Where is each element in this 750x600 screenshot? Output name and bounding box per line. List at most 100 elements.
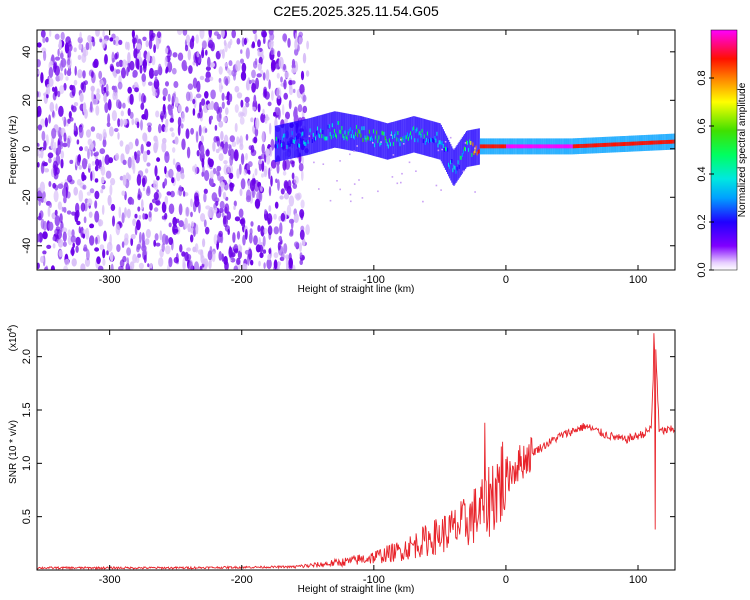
noise-blob xyxy=(167,61,173,73)
signal-halo xyxy=(293,121,295,158)
signal-core xyxy=(294,137,296,142)
signal-core xyxy=(310,134,312,139)
signal-core xyxy=(627,141,629,146)
snr-x-label: Height of straight line (km) xyxy=(298,584,415,595)
signal-core xyxy=(524,144,526,149)
signal-core xyxy=(582,144,584,148)
signal-halo xyxy=(372,119,374,156)
noise-blob xyxy=(254,33,258,43)
scatter-point xyxy=(390,134,392,136)
noise-blob xyxy=(147,263,150,268)
signal-core xyxy=(394,134,396,138)
noise-blob xyxy=(80,82,85,91)
signal-core xyxy=(572,144,574,149)
signal-core xyxy=(475,145,477,150)
noise-blob xyxy=(153,192,159,201)
noise-blob xyxy=(90,150,93,157)
signal-core xyxy=(664,140,666,144)
noise-blob xyxy=(174,136,179,145)
noise-blob xyxy=(186,146,191,159)
signal-core xyxy=(498,144,500,149)
signal-core xyxy=(459,155,461,160)
noise-blob xyxy=(269,122,272,135)
signal-core xyxy=(608,142,610,147)
signal-core xyxy=(487,144,489,149)
signal-core xyxy=(463,146,466,151)
signal-core xyxy=(452,168,454,173)
signal-core xyxy=(336,134,338,139)
noise-blob xyxy=(40,30,46,38)
noise-blob xyxy=(258,244,264,253)
noise-blob xyxy=(127,156,132,169)
signal-core xyxy=(404,135,406,140)
scatter-point xyxy=(391,176,394,178)
noise-blob xyxy=(57,201,63,210)
noise-blob xyxy=(87,148,90,160)
noise-blob xyxy=(233,265,239,270)
noise-blob xyxy=(115,69,121,74)
signal-core xyxy=(342,134,344,138)
noise-blob xyxy=(306,40,309,50)
noise-blob xyxy=(124,233,129,241)
signal-core xyxy=(590,143,592,148)
noise-blob xyxy=(67,58,71,66)
signal-core xyxy=(374,143,376,148)
signal-core xyxy=(306,139,308,144)
noise-blob xyxy=(109,37,114,42)
scatter-point xyxy=(358,179,360,181)
noise-blob xyxy=(213,31,220,36)
signal-core xyxy=(383,131,385,136)
signal-halo xyxy=(304,119,306,156)
noise-blob xyxy=(246,189,252,201)
signal-core xyxy=(372,138,374,143)
signal-core xyxy=(420,133,422,138)
noise-blob xyxy=(73,79,78,86)
noise-blob xyxy=(117,132,120,140)
signal-core xyxy=(471,153,473,157)
noise-blob xyxy=(47,206,51,218)
scatter-point xyxy=(353,183,356,185)
signal-halo xyxy=(463,134,466,171)
noise-blob xyxy=(94,247,100,252)
noise-blob xyxy=(299,84,305,95)
signal-core xyxy=(635,141,637,146)
noise-blob xyxy=(262,249,267,254)
noise-blob xyxy=(155,39,160,50)
noise-blob xyxy=(138,262,144,270)
signal-core xyxy=(623,142,625,146)
signal-core xyxy=(453,164,455,169)
noise-blob xyxy=(245,133,249,141)
noise-blob xyxy=(179,244,183,253)
noise-blob xyxy=(145,228,151,239)
noise-blob xyxy=(128,141,134,150)
signal-core xyxy=(656,140,658,145)
signal-halo xyxy=(368,118,370,155)
signal-halo xyxy=(446,135,448,172)
noise-blob xyxy=(250,259,254,266)
signal-core xyxy=(384,136,386,140)
noise-blob xyxy=(76,139,80,145)
signal-core xyxy=(298,143,300,148)
noise-blob xyxy=(300,70,305,81)
signal-core xyxy=(426,131,429,136)
signal-halo xyxy=(305,119,307,156)
signal-core xyxy=(324,136,326,141)
signal-halo xyxy=(335,111,337,148)
noise-blob xyxy=(241,263,248,270)
signal-core xyxy=(442,144,444,148)
spectrogram-x-label: Height of straight line (km) xyxy=(298,284,415,295)
noise-blob xyxy=(110,177,116,186)
signal-core xyxy=(567,144,569,149)
noise-blob xyxy=(190,221,195,228)
noise-blob xyxy=(73,102,79,107)
noise-blob xyxy=(82,184,87,190)
signal-core xyxy=(403,139,405,144)
noise-blob xyxy=(193,261,200,270)
noise-blob xyxy=(191,35,195,43)
signal-core xyxy=(630,141,633,146)
signal-core xyxy=(375,135,377,140)
noise-blob xyxy=(200,213,206,222)
signal-core xyxy=(370,135,373,140)
noise-blob xyxy=(73,186,78,196)
signal-halo xyxy=(361,116,363,153)
